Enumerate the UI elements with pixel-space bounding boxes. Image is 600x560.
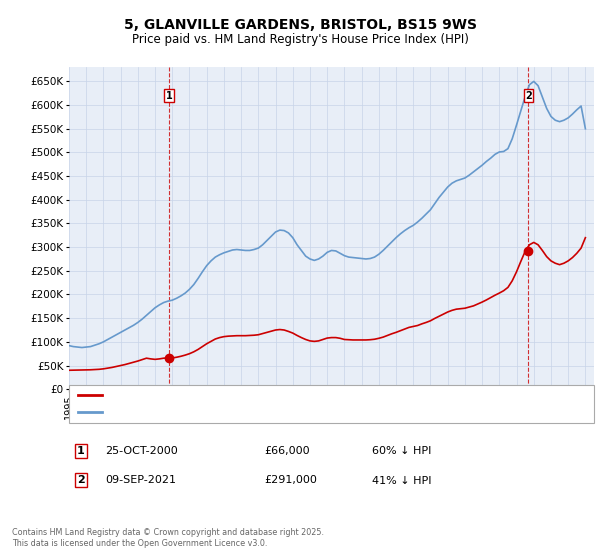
- Text: 60% ↓ HPI: 60% ↓ HPI: [372, 446, 431, 456]
- Text: £291,000: £291,000: [264, 475, 317, 486]
- Text: 5, GLANVILLE GARDENS, BRISTOL, BS15 9WS (detached house): 5, GLANVILLE GARDENS, BRISTOL, BS15 9WS …: [106, 390, 423, 400]
- Text: 2: 2: [77, 475, 85, 486]
- Text: 25-OCT-2000: 25-OCT-2000: [105, 446, 178, 456]
- Text: 41% ↓ HPI: 41% ↓ HPI: [372, 475, 431, 486]
- Text: Contains HM Land Registry data © Crown copyright and database right 2025.
This d: Contains HM Land Registry data © Crown c…: [12, 528, 324, 548]
- Text: 09-SEP-2021: 09-SEP-2021: [105, 475, 176, 486]
- Text: 1: 1: [166, 91, 173, 101]
- Text: HPI: Average price, detached house, South Gloucestershire: HPI: Average price, detached house, Sout…: [106, 407, 401, 417]
- Text: 5, GLANVILLE GARDENS, BRISTOL, BS15 9WS: 5, GLANVILLE GARDENS, BRISTOL, BS15 9WS: [124, 18, 476, 32]
- Text: 2: 2: [525, 91, 532, 101]
- Text: £66,000: £66,000: [264, 446, 310, 456]
- Text: 1: 1: [77, 446, 85, 456]
- Text: Price paid vs. HM Land Registry's House Price Index (HPI): Price paid vs. HM Land Registry's House …: [131, 32, 469, 46]
